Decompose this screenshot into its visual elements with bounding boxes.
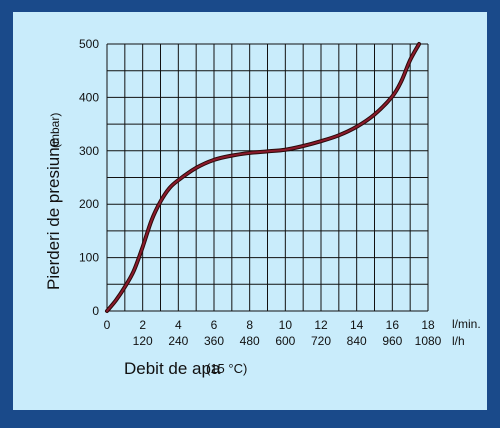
y-tick-label: 300 (79, 144, 99, 158)
y-axis-label: Pierderi de presiune (44, 138, 63, 290)
x-tick-label-lmin: 2 (139, 318, 146, 332)
x-axis-label: Debit de apa (124, 359, 221, 378)
y-tick-label: 100 (79, 251, 99, 265)
y-tick-label: 400 (79, 90, 99, 104)
x-tick-label-lmin: 8 (246, 318, 253, 332)
x-tick-label-lh: 240 (168, 334, 188, 348)
x-tick-label-lmin: 18 (421, 318, 435, 332)
x-tick-label-lh: 1080 (415, 334, 442, 348)
x-tick-label-lh: 360 (204, 334, 224, 348)
x-tick-label-lh: 840 (347, 334, 367, 348)
x-unit-primary: l/min. (452, 317, 481, 331)
y-axis-unit: (mbar) (48, 113, 62, 148)
grid-lines (106, 43, 429, 312)
x-tick-label-lh: 120 (133, 334, 153, 348)
x-tick-label-lh: 480 (240, 334, 260, 348)
x-tick-label-lh: 720 (311, 334, 331, 348)
x-tick-label-lmin: 16 (386, 318, 400, 332)
tick-labels: 0 100 200 300 400 500 0 2 4 6 8 10 12 14 16 18 120 240 360… (79, 37, 442, 348)
y-tick-label: 200 (79, 197, 99, 211)
y-tick-label: 500 (79, 37, 99, 51)
x-tick-label-lmin: 14 (350, 318, 364, 332)
x-tick-label-lmin: 0 (104, 318, 111, 332)
y-tick-label: 0 (92, 304, 99, 318)
x-tick-label-lmin: 12 (314, 318, 328, 332)
x-tick-label-lh: 600 (275, 334, 295, 348)
series-layer (105, 42, 422, 313)
x-tick-label-lmin: 4 (175, 318, 182, 332)
x-tick-label-lmin: 10 (279, 318, 293, 332)
x-unit-secondary: l/h (452, 334, 465, 348)
x-axis-note: (15 °C) (206, 361, 247, 376)
x-tick-label-lh: 960 (382, 334, 402, 348)
x-tick-label-lmin: 6 (211, 318, 218, 332)
series-line (106, 43, 421, 312)
